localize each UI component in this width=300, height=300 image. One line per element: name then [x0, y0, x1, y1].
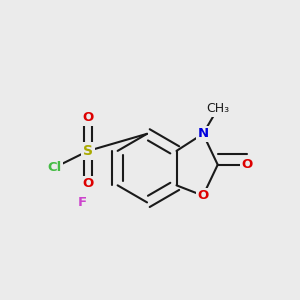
Text: O: O [242, 158, 253, 171]
Text: CH₃: CH₃ [206, 102, 229, 115]
Text: O: O [82, 111, 94, 124]
Text: N: N [197, 127, 208, 140]
Text: O: O [82, 177, 94, 190]
Text: S: S [83, 144, 93, 158]
Text: O: O [197, 189, 208, 202]
Text: F: F [78, 196, 87, 209]
Text: Cl: Cl [47, 161, 62, 174]
